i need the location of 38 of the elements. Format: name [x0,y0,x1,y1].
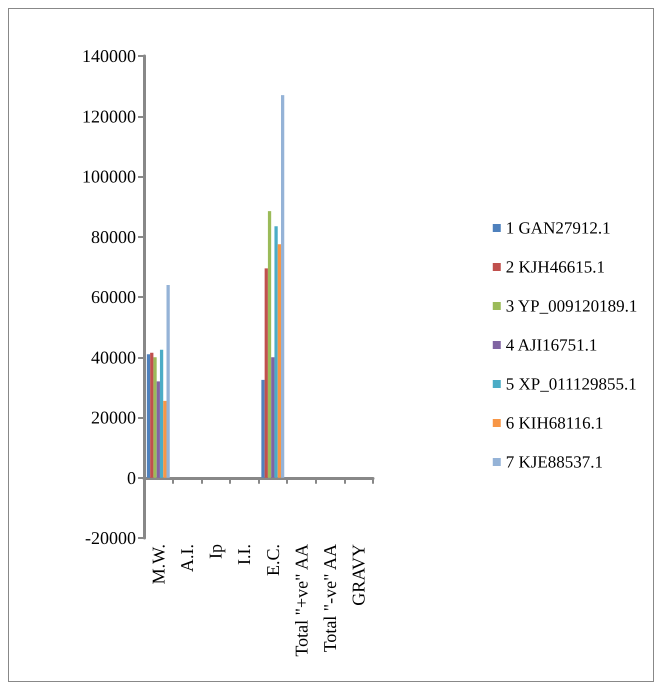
legend-label: 2 KJH46615.1 [506,258,605,276]
y-tick-label: 0 [127,468,136,488]
legend-label: 6 KIH68116.1 [506,414,604,432]
bar [274,226,278,478]
bar [160,350,164,478]
legend-label: 3 YP_009120189.1 [506,296,638,316]
bar [268,211,272,478]
y-tick-label: 60000 [91,287,136,307]
bar [163,400,166,478]
x-tick-label: Total "+ve" AA [291,544,312,657]
y-tick-label: 20000 [91,408,136,428]
bar [271,357,274,478]
x-tick-label: GRAVY [348,544,369,606]
x-tick-label: I.I. [234,544,254,565]
y-tick-label: 140000 [82,46,136,66]
x-tick-label: M.W. [148,544,168,584]
legend-label: 4 AJI16751.1 [506,336,598,354]
x-tick-label: A.I. [176,544,197,572]
y-tick-label: 80000 [91,226,136,247]
bar [264,268,268,478]
bar [278,244,281,478]
x-tick-label: E.C. [262,544,283,576]
bar [156,381,160,478]
y-tick-label: 100000 [82,166,136,186]
bar [153,357,157,478]
bar [146,354,150,478]
bar [150,352,154,478]
x-tick-label: Total "-ve" AA [320,544,340,652]
bar [261,380,265,478]
x-tick-label: Ip [206,544,226,559]
y-tick-label: 40000 [91,347,136,368]
legend-label: 1 GAN27912.1 [506,218,611,238]
bar [280,95,284,478]
legend-label: 7 KJE88537.1 [506,452,604,472]
legend-label: 5 XP_011129855.1 [506,374,637,394]
y-tick-label: 120000 [82,106,136,126]
bar [166,284,170,478]
y-tick-label: -20000 [85,528,136,548]
